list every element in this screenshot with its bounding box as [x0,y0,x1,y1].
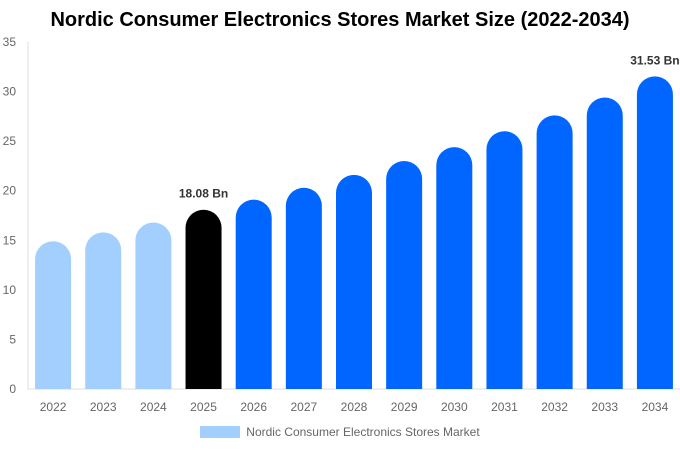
x-tick-label: 2027 [290,400,317,414]
bar-2024 [135,222,172,389]
bar-2022 [35,241,72,389]
chart-title: Nordic Consumer Electronics Stores Marke… [50,9,630,31]
x-tick-label: 2032 [541,400,568,414]
bar-2028 [336,174,372,389]
y-tick-label: 0 [9,382,16,396]
x-tick-label: 2023 [90,400,117,414]
bar-2026 [235,199,272,389]
bar-2030 [436,147,473,389]
legend-label: Nordic Consumer Electronics Stores Marke… [246,425,480,439]
x-tick-label: 2028 [341,400,368,414]
bar-2032 [536,115,573,389]
data-label: 18.08 Bn [179,187,228,201]
bar-2033 [586,97,623,390]
bar-2027 [285,187,322,389]
legend-swatch [200,426,241,438]
x-tick-label: 2022 [40,400,67,414]
y-tick-label: 15 [3,233,17,247]
bar-2034 [636,76,673,389]
y-tick-label: 25 [3,134,17,148]
bar-2029 [386,160,423,389]
x-tick-label: 2033 [591,400,618,414]
x-tick-label: 2031 [491,400,518,414]
x-tick-label: 2034 [642,400,669,414]
x-tick-label: 2025 [190,400,217,414]
y-tick-label: 10 [3,283,17,297]
x-tick-label: 2026 [240,400,267,414]
bar-2023 [85,232,122,389]
y-tick-label: 20 [3,184,17,198]
x-tick-label: 2030 [441,400,468,414]
legend: Nordic Consumer Electronics Stores Marke… [0,425,680,439]
bar-2025 [185,209,222,389]
y-tick-label: 30 [3,85,17,99]
y-tick-label: 5 [9,332,16,346]
x-tick-label: 2029 [391,400,418,414]
data-label: 31.53 Bn [630,53,679,67]
x-tick-label: 2024 [140,400,167,414]
bar-2031 [486,131,523,389]
y-tick-label: 35 [3,35,17,49]
